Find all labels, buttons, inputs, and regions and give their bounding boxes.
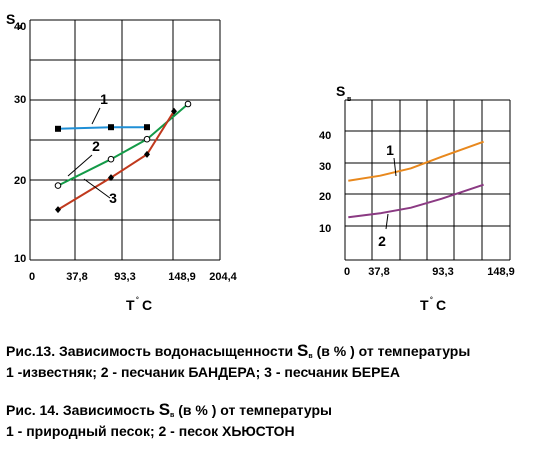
caption-fig13-subscript: в: [308, 353, 313, 360]
series-1-line: [348, 140, 484, 182]
x-axis-degree: °: [136, 296, 139, 304]
curve-label-1: 1: [100, 91, 108, 107]
caption-fig14-subscript: в: [170, 412, 175, 419]
x-axis-title: T: [126, 297, 135, 313]
curve-label-2: 2: [378, 233, 386, 249]
x-tick-label: 37,8: [368, 266, 389, 278]
x-tick-label: 204,4: [209, 271, 237, 283]
y-tick-label: 10: [14, 253, 26, 265]
curve-leader-line: [385, 213, 389, 230]
series-2-line: [57, 103, 189, 187]
x-tick-label: 148,9: [487, 266, 515, 278]
x-tick-label: 37,8: [66, 271, 87, 283]
y-axis-title: S: [6, 11, 15, 27]
caption-fig14-prefix: Рис. 14. Зависимость: [6, 402, 159, 418]
series-2-point: [107, 155, 115, 163]
curve-leader-line: [67, 154, 93, 177]
x-axis-title: T: [420, 297, 429, 313]
caption-fig13-title: Рис.13. Зависимость водонасыщенности Sв …: [6, 342, 470, 366]
x-tick-label: 0: [29, 271, 35, 283]
series-3-line: [57, 110, 175, 211]
y-tick-label: 30: [319, 161, 331, 173]
caption-fig14-legend: 1 - природный песок; 2 - песок ХЬЮСТОН: [6, 423, 295, 439]
caption-fig14-symbol: S: [158, 400, 171, 419]
curve-label-3: 3: [109, 190, 117, 206]
y-tick-label: 20: [319, 191, 331, 203]
series-2-line: [348, 183, 484, 219]
series-3-point: [144, 150, 150, 158]
series-2-point: [184, 100, 192, 108]
caption-fig13-suffix: (в % ) от температуры: [312, 343, 471, 359]
series-1-line: [57, 126, 147, 130]
caption-fig13-prefix: Рис.13. Зависимость водонасыщенности: [6, 343, 298, 359]
series-3-point: [108, 174, 114, 182]
x-tick-label: 93,3: [114, 271, 135, 283]
y-tick-label: 40: [14, 21, 26, 33]
series-1-point: [144, 124, 150, 131]
caption-fig14-suffix: (в % ) от температуры: [174, 402, 332, 418]
y-axis-title: S: [336, 83, 345, 99]
series-3-point: [55, 206, 61, 214]
series-1-point: [55, 125, 61, 132]
x-tick-label: 0: [344, 266, 350, 278]
series-3-point: [171, 107, 177, 115]
x-tick-label: 148,9: [168, 271, 196, 283]
curve-leader-line: [393, 157, 397, 177]
caption-fig13-legend: 1 -известняк; 2 - песчаник БАНДЕРА; 3 - …: [6, 364, 400, 380]
y-tick-label: 20: [14, 175, 26, 187]
chart-fig14: 0 37,8 93,3 148,9 10 20 30 40 Sв T ° C 1 2: [319, 83, 515, 313]
curve-leader-line: [91, 107, 101, 125]
series-2-point: [143, 135, 151, 143]
caption-fig14-title: Рис. 14. Зависимость Sв (в % ) от темпер…: [6, 401, 332, 425]
series-1-point: [108, 124, 114, 131]
y-axis-subscript: в: [347, 96, 352, 103]
y-tick-label: 10: [319, 223, 331, 235]
x-axis-degree: °: [430, 296, 433, 304]
curve-label-2: 2: [92, 138, 100, 154]
x-axis-unit: C: [436, 297, 446, 313]
x-tick-label: 93,3: [432, 266, 453, 278]
x-axis-unit: C: [142, 297, 152, 313]
curve-leader-line: [83, 178, 111, 199]
y-tick-label: 30: [14, 94, 26, 106]
curve-label-1: 1: [386, 142, 394, 158]
y-tick-label: 40: [319, 130, 331, 142]
caption-fig13-symbol: S: [297, 341, 309, 360]
series-2-point: [54, 182, 62, 189]
y-axis-subscript: в: [17, 24, 22, 31]
